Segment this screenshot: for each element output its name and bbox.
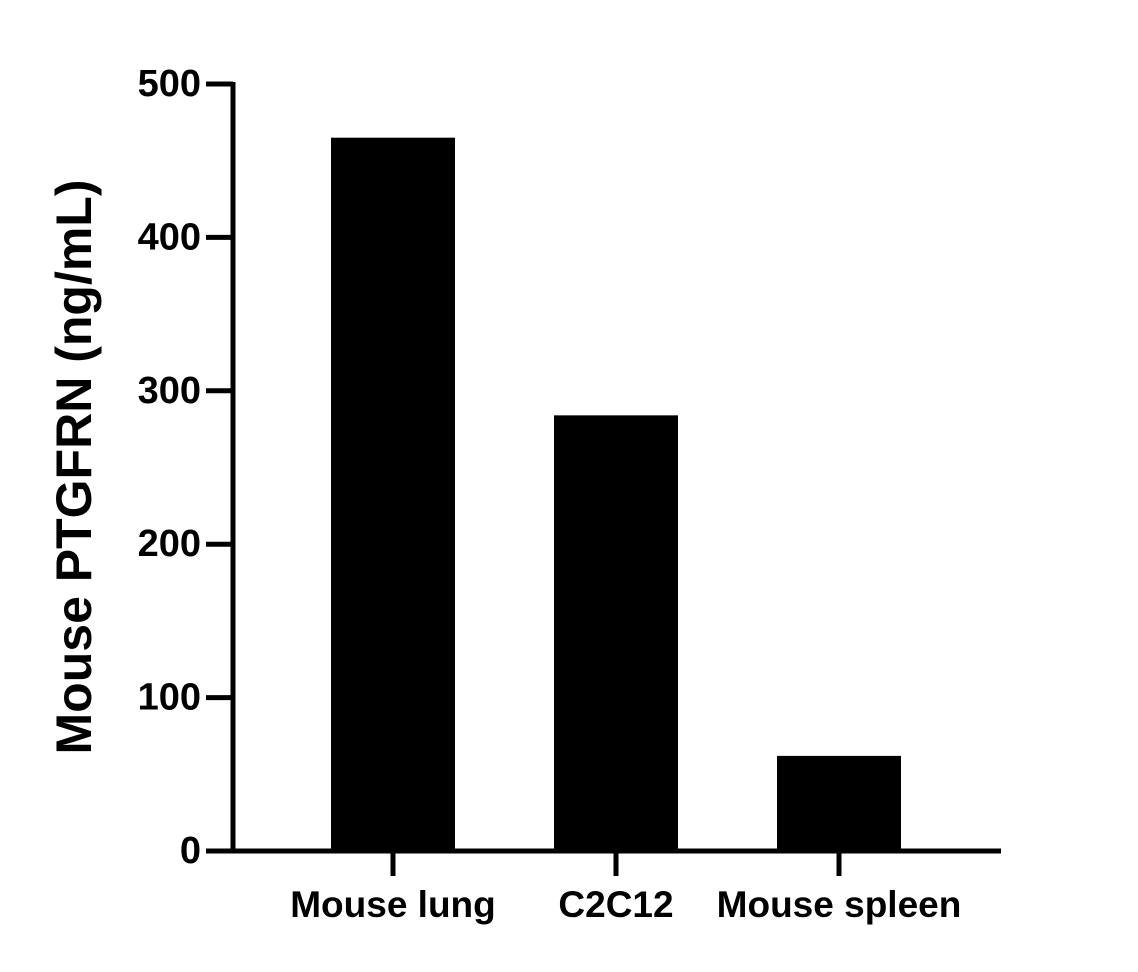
x-tick-label: Mouse spleen: [717, 884, 962, 925]
y-tick-label: 100: [138, 677, 201, 719]
bar: [777, 755, 901, 851]
y-tick-label: 200: [138, 523, 201, 565]
bar: [331, 137, 455, 851]
x-tick-label: Mouse lung: [290, 884, 496, 925]
y-tick-label: 500: [138, 63, 201, 105]
y-tick-label: 0: [180, 830, 201, 872]
x-tick-label: C2C12: [558, 884, 673, 925]
y-axis-label: Mouse PTGFRN (ng/mL): [46, 180, 102, 755]
y-tick-label: 300: [138, 370, 201, 412]
y-tick-label: 400: [138, 216, 201, 258]
bar: [554, 415, 678, 851]
